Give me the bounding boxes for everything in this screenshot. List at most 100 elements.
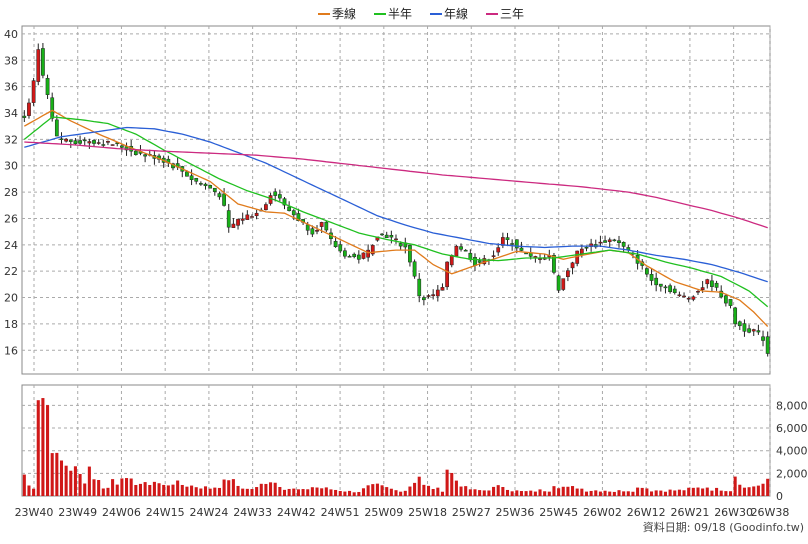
candle-body <box>22 115 27 118</box>
volume-bar <box>329 489 333 496</box>
volume-bar <box>510 491 514 496</box>
volume-bar <box>236 485 240 496</box>
volume-bar <box>315 487 319 496</box>
candle-body <box>68 139 73 142</box>
candle-body <box>226 210 231 228</box>
candle-body <box>324 221 329 231</box>
candle-body <box>273 191 278 196</box>
candle-body <box>728 299 733 306</box>
volume-bar <box>310 487 314 496</box>
candle-body <box>319 222 324 227</box>
volume-bar <box>431 488 435 496</box>
candle-body <box>756 330 761 333</box>
volume-bar <box>501 487 505 496</box>
volume-bar <box>468 489 472 496</box>
candle-body <box>561 278 566 290</box>
candle-body <box>682 295 686 298</box>
candle-body <box>723 295 728 304</box>
volume-bar <box>101 488 105 496</box>
candle-body <box>408 245 412 263</box>
volume-bar <box>575 488 579 496</box>
volume-bar <box>710 490 714 496</box>
volume-bar <box>375 483 379 496</box>
volume-bar <box>645 488 649 496</box>
candle-body <box>194 178 199 182</box>
candle-body <box>765 336 770 354</box>
volume-bar <box>691 487 695 496</box>
candle-body <box>264 204 268 211</box>
candle-body <box>398 243 403 247</box>
volume-bar <box>231 479 235 496</box>
ma-line <box>24 126 768 283</box>
volume-bar <box>589 490 593 496</box>
volume-bar <box>166 485 170 496</box>
volume-bar <box>278 486 282 496</box>
candle-body <box>431 294 436 297</box>
candle-body <box>305 224 310 231</box>
candle-body <box>519 247 524 251</box>
volume-bar <box>385 487 389 496</box>
candle-body <box>566 270 570 277</box>
volume-bar <box>626 491 630 496</box>
candle-body <box>27 102 31 116</box>
candle-body <box>710 280 714 287</box>
volume-plot-area <box>21 384 771 497</box>
volume-tick-label: 8,000 <box>776 399 808 412</box>
candle-body <box>612 239 617 242</box>
volume-bar <box>617 490 621 496</box>
candle-body <box>686 297 691 300</box>
volume-bar <box>190 485 194 496</box>
price-tick-label: 18 <box>4 318 18 331</box>
volume-bar <box>742 487 746 496</box>
volume-bar <box>129 478 133 496</box>
price-tick-label: 26 <box>4 212 18 225</box>
volume-bar <box>269 482 273 496</box>
volume-bar <box>180 484 184 496</box>
volume-bar <box>492 486 496 496</box>
volume-bar <box>292 488 296 496</box>
candle-body <box>426 295 431 297</box>
volume-bar <box>264 483 268 496</box>
x-tick-label: 26W12 <box>627 506 666 519</box>
candle-body <box>477 260 482 263</box>
volume-bar <box>584 491 589 496</box>
volume-bar <box>636 487 640 496</box>
candle-body <box>236 218 240 226</box>
candle-body <box>41 48 45 76</box>
volume-bar <box>380 485 384 496</box>
volume-bar <box>543 491 547 496</box>
volume-bar <box>519 491 523 496</box>
x-tick-label: 23W40 <box>15 506 54 519</box>
candle-body <box>552 255 556 273</box>
volume-bar <box>143 482 147 496</box>
candle-body <box>654 277 659 286</box>
candle-body <box>282 198 287 206</box>
volume-bar <box>701 488 705 496</box>
volume-bar <box>185 486 189 496</box>
candle-body <box>240 218 245 221</box>
volume-bar <box>152 481 156 496</box>
volume-bar <box>78 474 82 496</box>
volume-bar <box>59 460 64 496</box>
legend-label: 年線 <box>444 6 468 21</box>
volume-bar <box>227 480 231 496</box>
volume-bar <box>752 486 756 496</box>
volume-bar <box>422 484 426 496</box>
volume-bar <box>580 488 584 496</box>
candle-body <box>45 78 50 95</box>
candle-body <box>621 242 626 247</box>
ma-line <box>23 116 769 308</box>
volume-bar <box>668 489 672 496</box>
candle-body <box>36 49 41 82</box>
candle-body <box>584 246 589 249</box>
volume-bar <box>631 491 635 496</box>
volume-bar <box>413 482 417 496</box>
candle-body <box>524 252 528 255</box>
x-tick-label: 25W18 <box>408 506 447 519</box>
price-tick-label: 16 <box>4 344 18 357</box>
x-tick-label: 25W45 <box>539 506 578 519</box>
volume-bar <box>46 405 50 496</box>
candle-body <box>500 237 505 246</box>
candle-body <box>212 187 217 192</box>
volume-bar <box>106 487 110 496</box>
